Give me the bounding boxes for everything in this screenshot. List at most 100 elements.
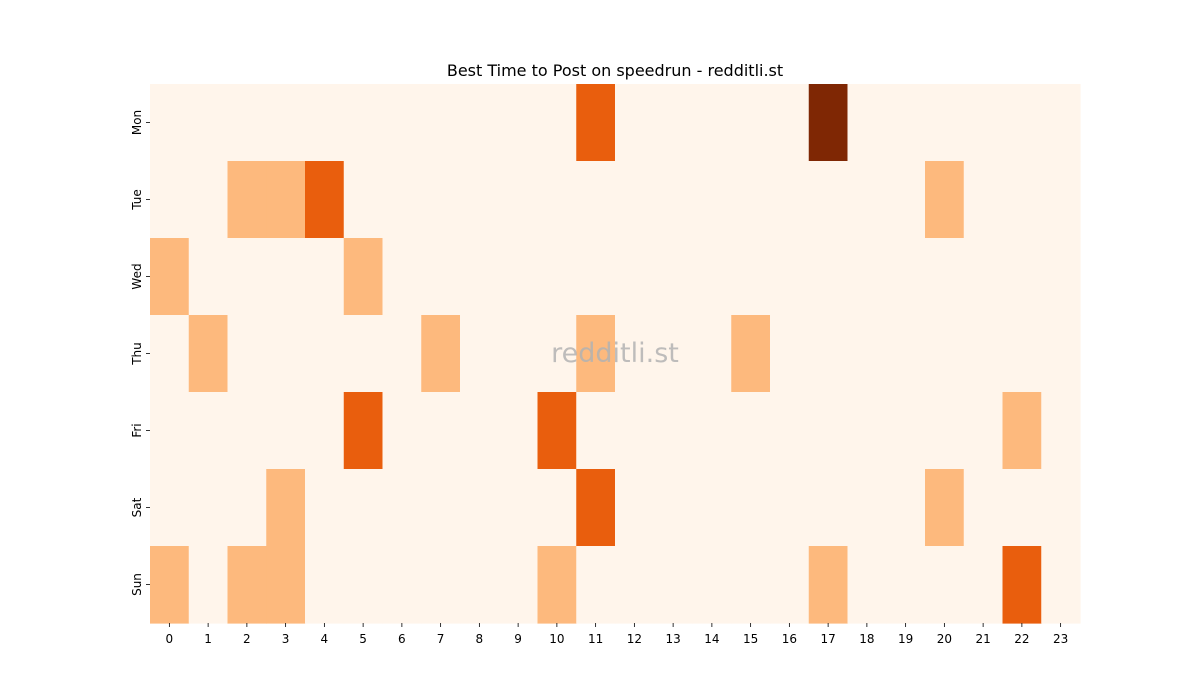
heatmap-cell-wed-14 (692, 238, 732, 316)
heatmap-cell-tue-3 (266, 161, 306, 239)
heatmap-cell-thu-21 (963, 315, 1004, 393)
heatmap-cell-sat-16 (770, 469, 810, 547)
heatmap-cell-mon-0 (150, 84, 190, 162)
heatmap-cell-thu-13 (653, 315, 694, 393)
heatmap-cell-mon-8 (460, 84, 500, 162)
heatmap-cell-mon-18 (847, 84, 887, 162)
y-tick-label-sat: Sat (130, 497, 144, 517)
heatmap-cell-wed-6 (382, 238, 422, 316)
chart-title: Best Time to Post on speedrun - redditli… (447, 61, 783, 80)
heatmap-cell-thu-23 (1041, 315, 1081, 393)
heatmap-cell-mon-20 (925, 84, 965, 162)
heatmap-cell-fri-6 (382, 392, 422, 470)
heatmap-cell-fri-16 (770, 392, 810, 470)
x-tick-label-2: 2 (243, 632, 251, 646)
heatmap-cell-fri-10 (537, 392, 577, 470)
heatmap-cell-tue-10 (537, 161, 577, 239)
heatmap-cell-mon-13 (653, 84, 694, 162)
heatmap-cell-sun-3 (266, 546, 306, 624)
heatmap-cell-mon-9 (498, 84, 539, 162)
heatmap-cell-mon-21 (963, 84, 1004, 162)
heatmap-cell-sat-3 (266, 469, 306, 547)
x-tick-label-0: 0 (166, 632, 174, 646)
heatmap-cell-sun-12 (615, 546, 655, 624)
heatmap-cell-mon-12 (615, 84, 655, 162)
heatmap-cell-sat-23 (1041, 469, 1081, 547)
heatmap-cell-wed-15 (731, 238, 771, 316)
heatmap-cell-sun-11 (576, 546, 616, 624)
heatmap-cell-tue-20 (925, 161, 965, 239)
heatmap-cell-sat-19 (886, 469, 926, 547)
heatmap-cell-fri-18 (847, 392, 887, 470)
y-tick-label-mon: Mon (130, 110, 144, 135)
heatmap-cell-sun-15 (731, 546, 771, 624)
heatmap-cell-fri-11 (576, 392, 616, 470)
heatmap-cell-thu-11 (576, 315, 616, 393)
heatmap-cell-sun-18 (847, 546, 887, 624)
heatmap-cell-mon-6 (382, 84, 422, 162)
heatmap-cell-fri-21 (963, 392, 1004, 470)
x-tick-label-9: 9 (514, 632, 522, 646)
heatmap-cell-sun-20 (925, 546, 965, 624)
x-tick-label-4: 4 (321, 632, 329, 646)
heatmap-cell-tue-16 (770, 161, 810, 239)
heatmap-cell-sat-6 (382, 469, 422, 547)
heatmap-cell-wed-2 (227, 238, 267, 316)
heatmap-cell-tue-4 (305, 161, 345, 239)
heatmap-cell-thu-7 (421, 315, 461, 393)
heatmap-cell-thu-4 (305, 315, 345, 393)
heatmap-cell-sat-15 (731, 469, 771, 547)
heatmap-cell-tue-13 (653, 161, 694, 239)
heatmap-cell-tue-23 (1041, 161, 1081, 239)
heatmap-cell-fri-4 (305, 392, 345, 470)
heatmap-cell-sun-5 (343, 546, 384, 624)
heatmap-cell-thu-15 (731, 315, 771, 393)
heatmap-cell-wed-3 (266, 238, 306, 316)
heatmap-cell-wed-22 (1002, 238, 1042, 316)
heatmap-cell-sat-5 (343, 469, 384, 547)
heatmap-cell-thu-9 (498, 315, 539, 393)
heatmap-cell-tue-15 (731, 161, 771, 239)
x-tick-label-11: 11 (588, 632, 603, 646)
heatmap-cell-fri-3 (266, 392, 306, 470)
heatmap-cell-mon-7 (421, 84, 461, 162)
heatmap-cell-tue-2 (227, 161, 267, 239)
x-tick-label-23: 23 (1053, 632, 1068, 646)
heatmap-cells (150, 84, 1081, 624)
heatmap-cell-fri-7 (421, 392, 461, 470)
heatmap-cell-thu-19 (886, 315, 926, 393)
heatmap-cell-thu-17 (808, 315, 849, 393)
heatmap-cell-wed-12 (615, 238, 655, 316)
x-tick-label-1: 1 (204, 632, 212, 646)
heatmap-cell-wed-10 (537, 238, 577, 316)
heatmap-cell-sun-8 (460, 546, 500, 624)
heatmap-cell-tue-9 (498, 161, 539, 239)
heatmap-cell-thu-18 (847, 315, 887, 393)
heatmap-cell-wed-23 (1041, 238, 1081, 316)
heatmap-cell-sat-18 (847, 469, 887, 547)
heatmap-cell-tue-17 (808, 161, 849, 239)
heatmap-cell-mon-5 (343, 84, 384, 162)
heatmap-cell-sun-10 (537, 546, 577, 624)
heatmap-cell-wed-0 (150, 238, 190, 316)
heatmap-cell-wed-17 (808, 238, 849, 316)
heatmap-cell-fri-17 (808, 392, 849, 470)
heatmap-cell-sat-13 (653, 469, 694, 547)
heatmap-cell-sun-6 (382, 546, 422, 624)
heatmap-cell-fri-19 (886, 392, 926, 470)
heatmap-cell-thu-1 (188, 315, 229, 393)
heatmap-cell-thu-20 (925, 315, 965, 393)
heatmap-cell-sat-8 (460, 469, 500, 547)
heatmap-cell-sun-7 (421, 546, 461, 624)
heatmap-cell-fri-0 (150, 392, 190, 470)
heatmap-cell-thu-5 (343, 315, 384, 393)
x-tick-label-3: 3 (282, 632, 290, 646)
heatmap-cell-tue-8 (460, 161, 500, 239)
y-tick-label-tue: Tue (130, 189, 144, 211)
heatmap-cell-wed-1 (188, 238, 229, 316)
heatmap-cell-sun-0 (150, 546, 190, 624)
heatmap-cell-wed-5 (343, 238, 384, 316)
heatmap-cell-sat-1 (188, 469, 229, 547)
heatmap-cell-sat-7 (421, 469, 461, 547)
heatmap-cell-sat-12 (615, 469, 655, 547)
